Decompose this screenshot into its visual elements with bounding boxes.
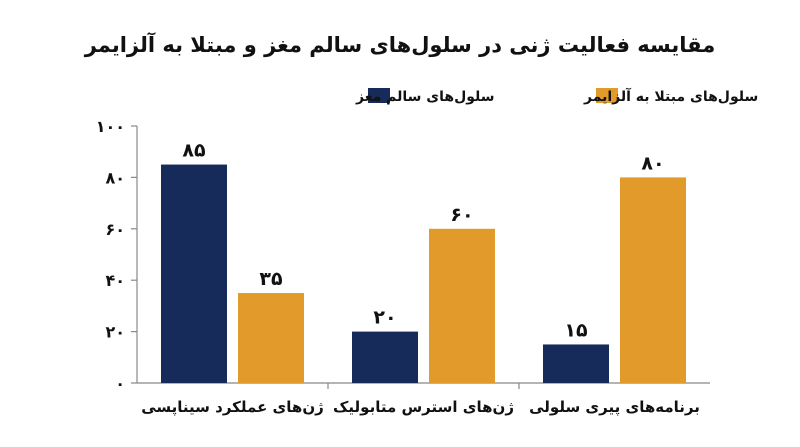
x-category-label: برنامه‌های پیری سلولی bbox=[529, 398, 700, 417]
category-labels: ژن‌های عملکرد سیناپسی ژن‌های استرس متابول… bbox=[141, 398, 700, 417]
bar-value-label: ۳۵ bbox=[259, 268, 283, 290]
bars bbox=[161, 164, 686, 383]
bar-value-label: ۶۰ bbox=[450, 204, 473, 226]
y-axis: ۰ ۲۰ ۴۰ ۶۰ ۸۰ ۱۰۰ bbox=[96, 117, 138, 393]
legend: سلول‌های مبتلا به آلزایمر سلول‌های سالم … bbox=[355, 87, 758, 105]
legend-swatch-healthy bbox=[368, 88, 390, 103]
bar-value-label: ۲۰ bbox=[373, 307, 396, 329]
data-labels: ۸۵ ۳۵ ۲۰ ۶۰ ۱۵ ۸۰ bbox=[182, 140, 664, 342]
legend-label-alzheimer: سلول‌های مبتلا به آلزایمر bbox=[583, 87, 758, 105]
y-tick-label: ۰ bbox=[115, 374, 125, 393]
bar-value-label: ۸۰ bbox=[641, 152, 664, 174]
bar-alzheimer bbox=[620, 177, 686, 383]
bar-value-label: ۱۵ bbox=[564, 319, 588, 341]
legend-label-healthy: سلول‌های سالم مغز bbox=[355, 89, 495, 105]
x-category-label: ژن‌های عملکرد سیناپسی bbox=[141, 398, 324, 417]
bar-healthy bbox=[352, 331, 418, 383]
y-tick-label: ۲۰ bbox=[105, 323, 125, 342]
x-axis bbox=[137, 382, 710, 389]
y-tick-label: ۴۰ bbox=[105, 271, 125, 290]
chart-title: مقایسه فعالیت ژنی در سلول‌های سالم مغز و… bbox=[84, 32, 716, 57]
bar-healthy bbox=[161, 164, 227, 383]
bar-alzheimer bbox=[429, 228, 495, 383]
y-tick-label: ۶۰ bbox=[105, 220, 125, 239]
y-tick-label: ۸۰ bbox=[105, 168, 125, 187]
y-tick-label: ۱۰۰ bbox=[96, 117, 125, 136]
bar-value-label: ۸۵ bbox=[182, 140, 206, 162]
bar-healthy bbox=[543, 344, 609, 383]
bar-alzheimer bbox=[238, 293, 304, 383]
legend-swatch-alzheimer bbox=[596, 88, 618, 103]
x-category-label: ژن‌های استرس متابولیک bbox=[333, 398, 514, 416]
